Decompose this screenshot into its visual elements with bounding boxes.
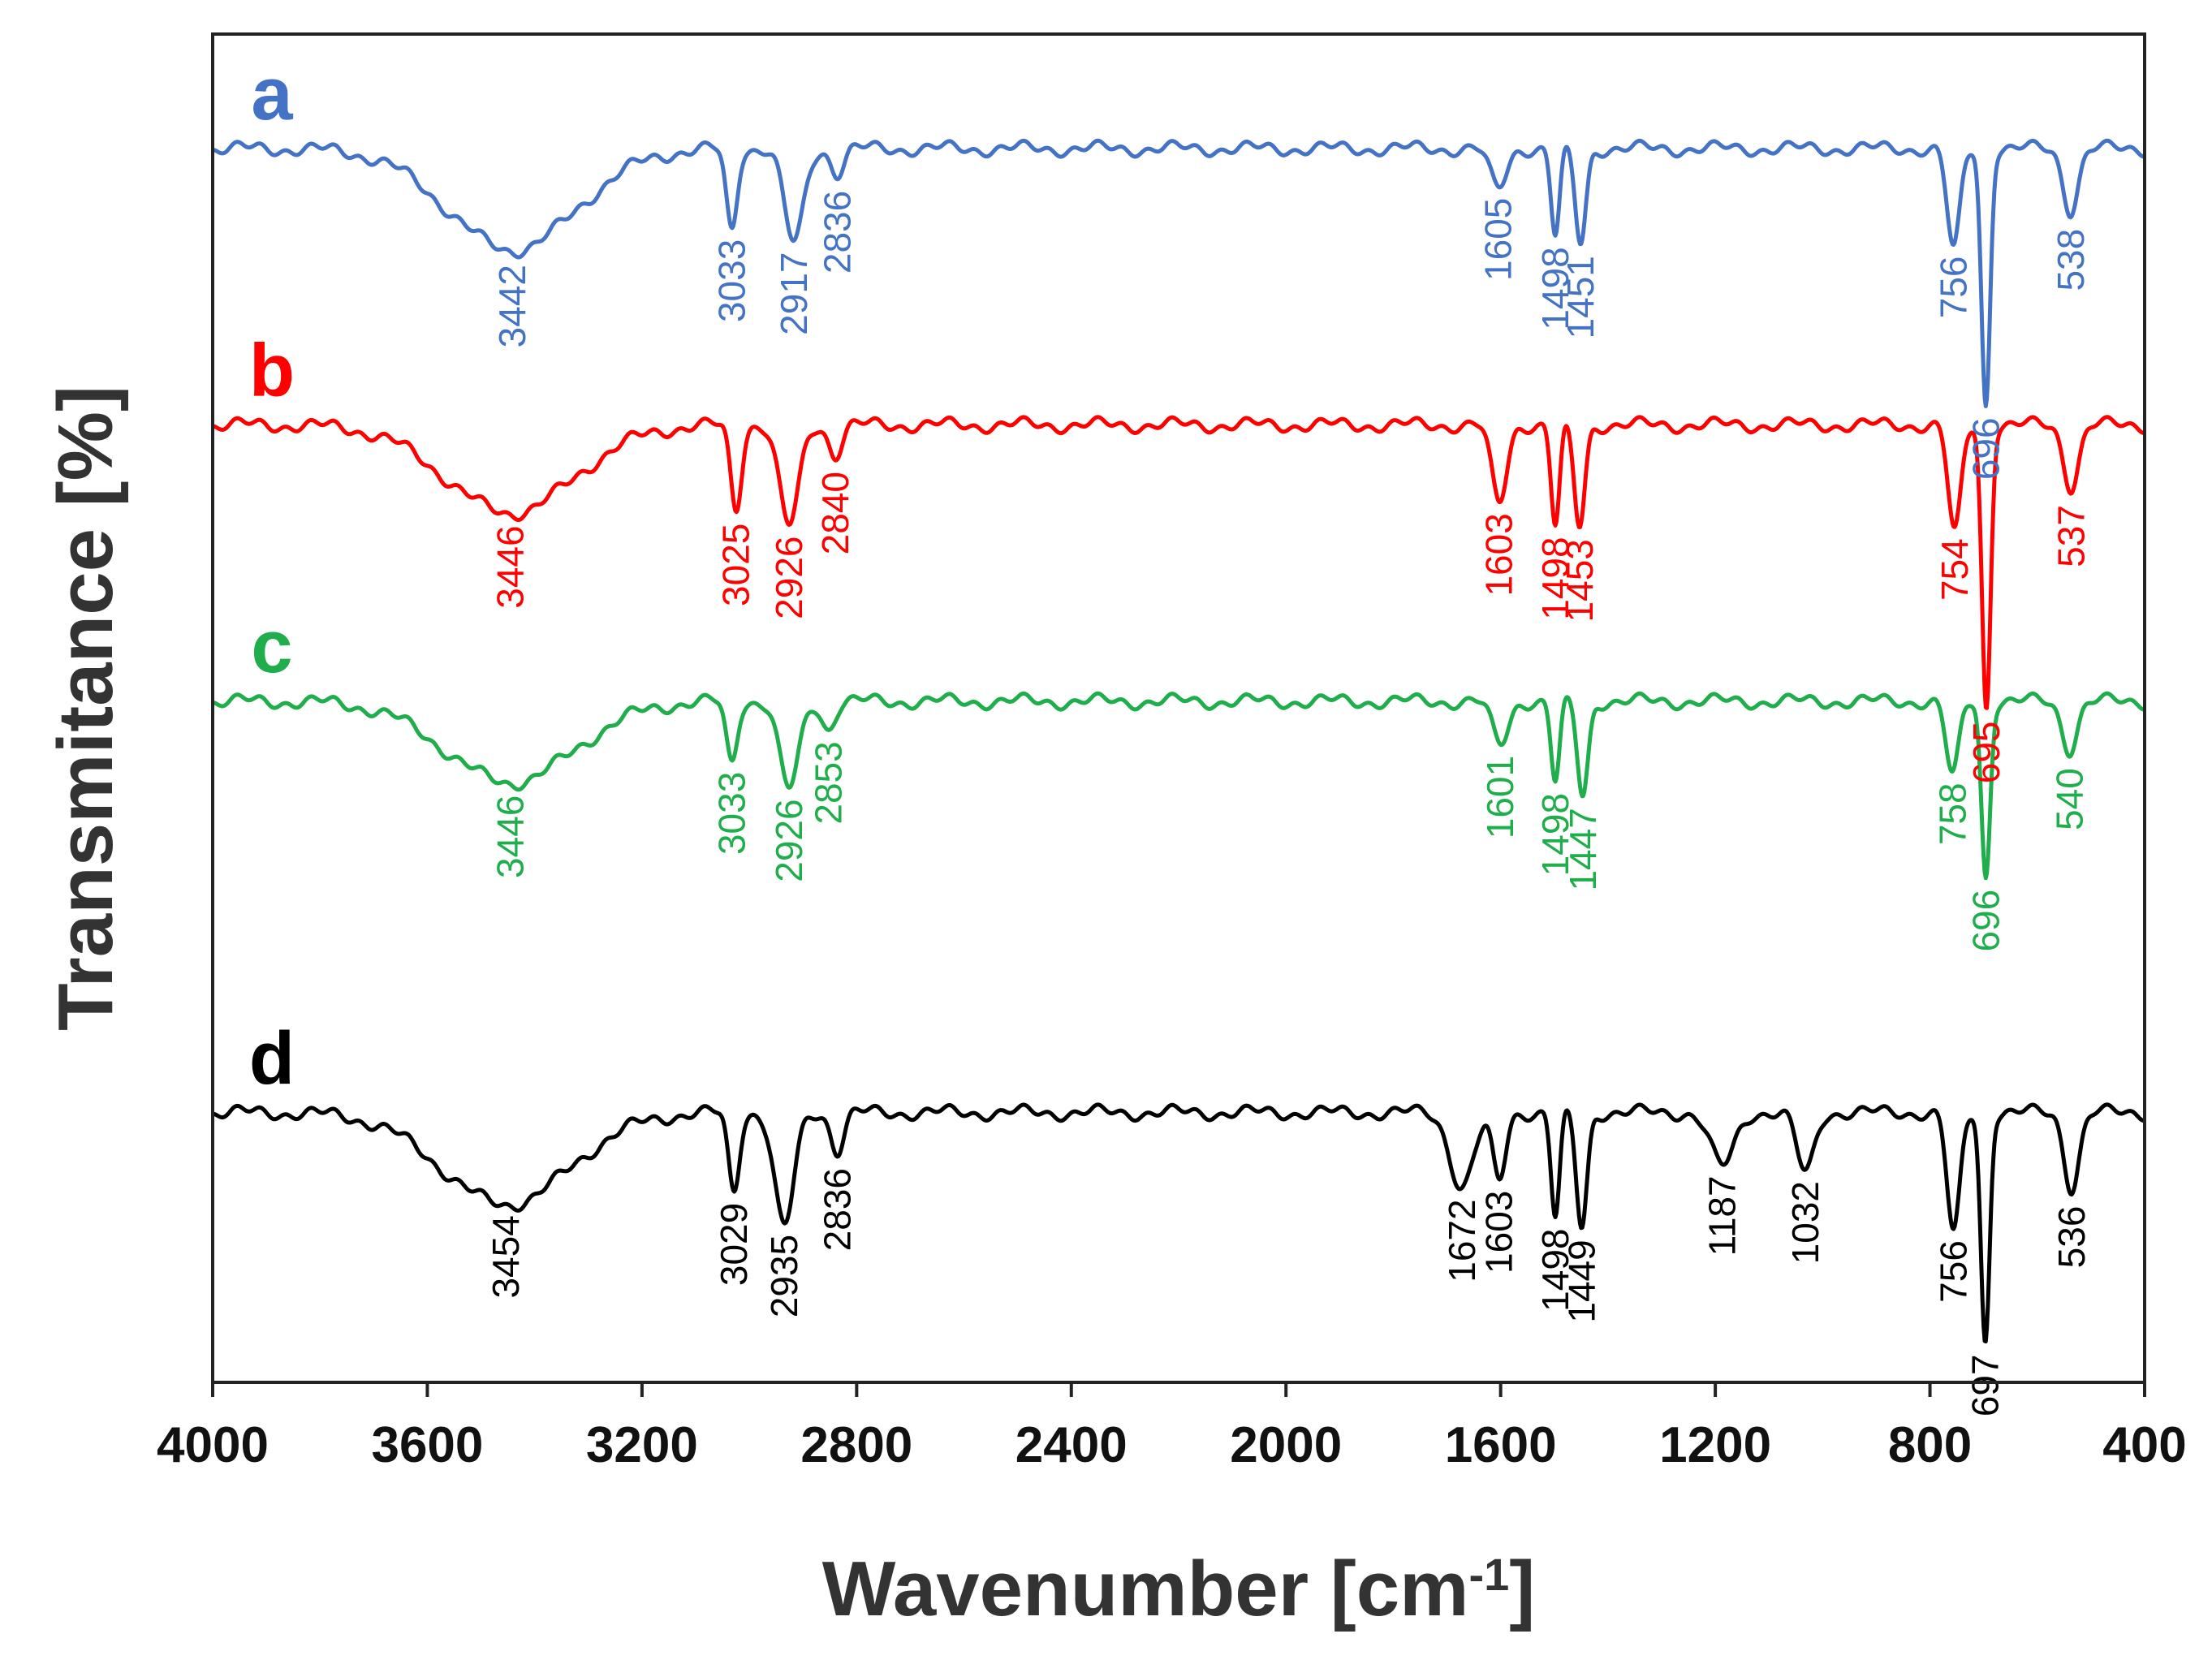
series-line-b bbox=[211, 415, 2146, 710]
x-tick-label: 2800 bbox=[800, 1417, 912, 1473]
x-tick-label: 2000 bbox=[1230, 1417, 1342, 1473]
peak-label: 3446 bbox=[489, 795, 531, 878]
series-letter-a: a bbox=[251, 53, 293, 136]
peak-label: 695 bbox=[1965, 722, 2007, 784]
series-letter-b: b bbox=[249, 330, 295, 412]
peak-label: 756 bbox=[1933, 256, 1975, 319]
x-axis-title-main: Wavenumber [cm bbox=[822, 1545, 1469, 1632]
x-axis-ticks: 4000 3600 3200 2800 2400 2000 1600 1200 800 400 bbox=[157, 1382, 2187, 1473]
peak-label: 1601 bbox=[1479, 756, 1521, 838]
peak-label: 1187 bbox=[1701, 1175, 1744, 1256]
x-axis-title-close: ] bbox=[1509, 1545, 1535, 1632]
y-axis-title: Transmitance [%] bbox=[42, 386, 129, 1031]
peak-label: 1498 bbox=[1534, 1229, 1576, 1312]
peak-label: 538 bbox=[2050, 229, 2092, 291]
peak-label: 1498 bbox=[1534, 793, 1576, 876]
peak-label: 3033 bbox=[710, 772, 752, 855]
x-tick-label: 2400 bbox=[1015, 1417, 1128, 1473]
x-tick-label: 3200 bbox=[586, 1417, 698, 1473]
peak-label: 540 bbox=[2048, 768, 2090, 830]
peak-label: 3454 bbox=[485, 1215, 527, 1298]
peak-label: 2836 bbox=[817, 1168, 859, 1251]
x-tick-label: 1200 bbox=[1659, 1417, 1771, 1473]
x-tick-label: 4000 bbox=[157, 1417, 269, 1473]
peak-label: 1603 bbox=[1478, 513, 1520, 596]
x-tick-label: 800 bbox=[1888, 1417, 1972, 1473]
series-line-a bbox=[211, 138, 2146, 408]
x-axis-title: Wavenumber [cm-1] bbox=[822, 1545, 1535, 1632]
peak-label: 1605 bbox=[1477, 198, 1519, 281]
series-letter-d: d bbox=[249, 1017, 295, 1100]
peak-label: 1603 bbox=[1478, 1191, 1520, 1274]
series-line-d bbox=[211, 1102, 2146, 1344]
peak-label: 3442 bbox=[491, 265, 533, 347]
series-letter-c: c bbox=[251, 606, 292, 688]
peak-label: 697 bbox=[1964, 1355, 2007, 1417]
peak-label: 2917 bbox=[773, 252, 815, 335]
plot-area-frame bbox=[211, 32, 2146, 1384]
peak-label: 1032 bbox=[1784, 1181, 1826, 1264]
peak-label: 2840 bbox=[814, 472, 856, 554]
peak-label: 1498 bbox=[1534, 537, 1576, 619]
peak-label: 1449 bbox=[1561, 1239, 1603, 1322]
peak-label: 3033 bbox=[710, 239, 752, 322]
x-tick-label: 1600 bbox=[1445, 1417, 1557, 1473]
peak-label: 2853 bbox=[807, 741, 849, 824]
x-tick-label: 3600 bbox=[371, 1417, 483, 1473]
peak-label: 758 bbox=[1931, 782, 1973, 845]
peak-label: 1672 bbox=[1441, 1199, 1483, 1282]
series-line-c bbox=[211, 691, 2146, 881]
peak-label: 2836 bbox=[817, 191, 859, 274]
peak-label: 1498 bbox=[1534, 247, 1576, 330]
peak-label: 537 bbox=[2050, 505, 2092, 567]
peak-label: 536 bbox=[2050, 1206, 2093, 1269]
peak-label: 3029 bbox=[713, 1203, 755, 1286]
peak-label: 754 bbox=[1934, 538, 1976, 601]
peak-label: 3025 bbox=[715, 524, 757, 606]
peak-label: 2926 bbox=[768, 537, 810, 619]
peak-label: 756 bbox=[1933, 1240, 1975, 1303]
peak-label: 3446 bbox=[489, 525, 531, 608]
x-tick-label: 400 bbox=[2102, 1417, 2186, 1473]
series-layer bbox=[211, 138, 2146, 1344]
peak-label: 2935 bbox=[763, 1235, 805, 1317]
peak-label: 696 bbox=[1964, 417, 2007, 480]
peak-label: 696 bbox=[1964, 890, 2007, 952]
peak-label: 2926 bbox=[768, 799, 810, 882]
peak-label: 1447 bbox=[1562, 808, 1604, 890]
peak-label: 1451 bbox=[1559, 256, 1602, 338]
peak-label: 1453 bbox=[1559, 539, 1601, 622]
x-axis-title-superscript: -1 bbox=[1468, 1549, 1509, 1600]
